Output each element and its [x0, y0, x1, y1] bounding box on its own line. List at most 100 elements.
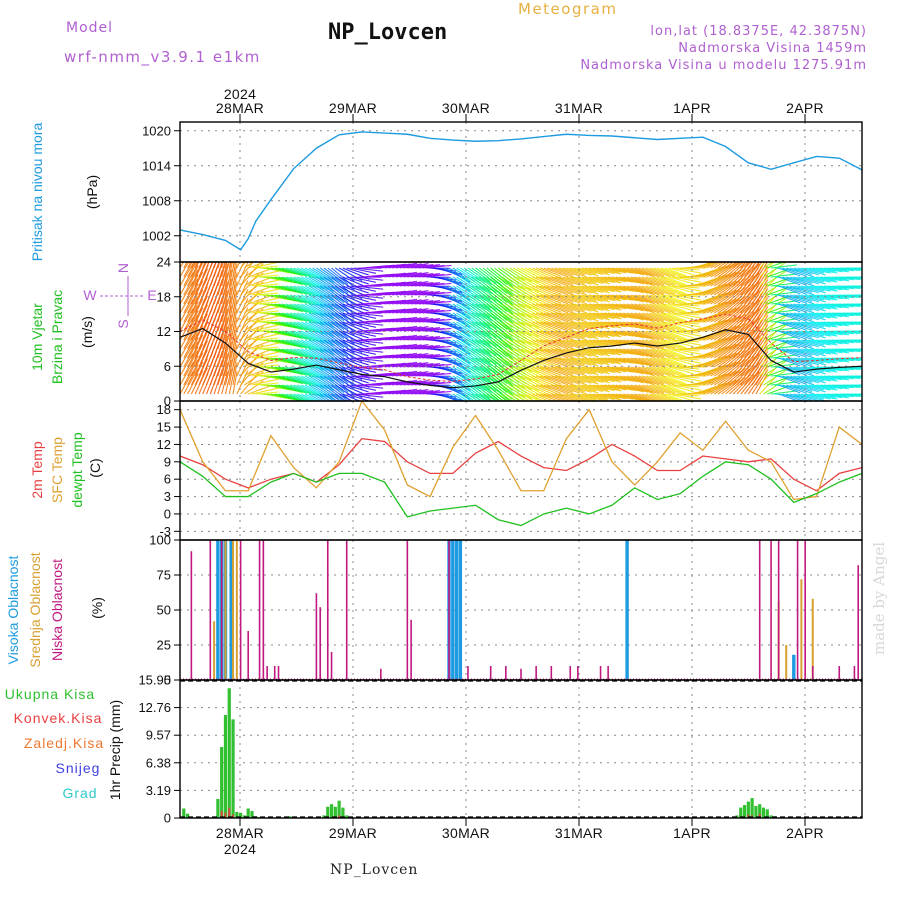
- wind-arrow: [395, 281, 422, 287]
- wind-arrow: [808, 321, 838, 328]
- wind-arrow: [592, 276, 622, 284]
- wind-arrow: [626, 267, 655, 278]
- wind-arrow: [467, 330, 493, 349]
- wind-arrow: [577, 303, 604, 311]
- wind-arrow: [248, 321, 273, 332]
- wind-arrow: [721, 298, 741, 314]
- wind-arrow: [592, 321, 622, 329]
- high-cloud-bar: [216, 540, 220, 680]
- wind-arrow: [797, 393, 826, 401]
- wind-arrow: [289, 330, 312, 341]
- wind-arrow: [732, 287, 750, 305]
- wind-arrow: [467, 357, 493, 376]
- wind-arrow: [399, 281, 429, 287]
- wind-arrow: [751, 351, 769, 377]
- wind-arrow: [786, 312, 815, 323]
- wind-arrow: [653, 321, 676, 331]
- wind-arrow: [573, 321, 597, 329]
- low-cloud-bar: [467, 666, 469, 680]
- wind-arrow: [490, 276, 514, 297]
- wind-arrow: [289, 393, 309, 401]
- wind-arrow: [187, 292, 199, 314]
- wind-arrow: [187, 319, 199, 341]
- wind-arrow: [399, 272, 429, 278]
- low-cloud-bar: [448, 540, 450, 680]
- wind-arrow: [478, 321, 503, 341]
- wind-arrow: [771, 264, 797, 269]
- wind-arrow: [535, 366, 564, 379]
- wind-arrow: [221, 362, 229, 386]
- wind-arrow: [528, 303, 550, 315]
- wind-arrow: [577, 339, 604, 347]
- wind-arrow: [623, 267, 649, 276]
- wind-arrow: [528, 276, 550, 288]
- wind-arrow: [600, 321, 627, 328]
- wind-arrow: [782, 276, 808, 286]
- wind-arrow: [509, 339, 533, 355]
- wind-arrow: [316, 393, 329, 401]
- wind-arrow: [630, 393, 653, 401]
- wind-arrow: [619, 303, 642, 311]
- wind-arrow: [224, 287, 232, 314]
- wind-arrow: [528, 267, 550, 279]
- wind-arrow: [812, 321, 836, 327]
- wind-arrow: [573, 303, 597, 311]
- total-precip-bar: [223, 715, 228, 818]
- wind-arrow: [554, 330, 580, 340]
- wind-arrow: [346, 384, 369, 393]
- wind-arrow: [573, 366, 597, 374]
- wind-arrow: [198, 262, 203, 269]
- wind-arrow: [467, 321, 493, 340]
- wind-arrow: [308, 312, 335, 328]
- wind-arrow: [570, 330, 599, 340]
- wind-arrow: [623, 321, 649, 330]
- wind-arrow: [251, 315, 281, 323]
- wind-arrow: [497, 393, 509, 401]
- x-tick-label-top: 2APR: [786, 100, 824, 116]
- wind-arrow: [566, 276, 592, 285]
- wind-arrow: [463, 384, 486, 401]
- wind-arrow: [524, 285, 552, 300]
- wind-arrow: [190, 343, 204, 368]
- wind-arrow: [478, 357, 503, 377]
- wind-arrow: [649, 294, 678, 306]
- wind-arrow: [619, 285, 642, 293]
- wind-arrow: [528, 393, 545, 401]
- wind-arrow: [554, 303, 580, 313]
- wind-arrow: [698, 321, 721, 332]
- wind-arrow: [444, 303, 471, 319]
- wind-arrow: [657, 267, 683, 278]
- wind-arrow: [573, 285, 597, 293]
- wind-arrow: [399, 344, 429, 350]
- wind-arrow: [805, 393, 831, 400]
- wind-arrow: [221, 344, 229, 368]
- low-cloud-bar: [796, 540, 799, 680]
- wind-arrow: [478, 303, 503, 323]
- wind-arrow: [570, 303, 599, 313]
- wind-arrow: [224, 262, 232, 287]
- wind-arrow: [623, 330, 649, 339]
- wind-arrow: [460, 339, 480, 354]
- wind-arrow: [308, 357, 335, 373]
- wind-arrow: [528, 321, 550, 333]
- wind-arrow: [221, 353, 229, 377]
- y-tick-label: 9: [164, 454, 171, 469]
- wind-arrow: [698, 267, 721, 278]
- wind-arrow: [535, 312, 564, 325]
- wind-arrow: [782, 285, 808, 295]
- wind-arrow: [642, 267, 665, 277]
- wind-arrow: [221, 326, 229, 350]
- wind-arrow: [232, 353, 238, 377]
- wind-arrow: [755, 373, 768, 395]
- wind-arrow: [638, 312, 666, 324]
- wind-arrow: [509, 303, 533, 319]
- wind-arrow: [535, 357, 564, 370]
- y-tick-label: 12: [157, 324, 171, 339]
- wind-arrow: [672, 348, 702, 355]
- wind-arrow: [463, 303, 486, 320]
- wind-arrow: [805, 303, 831, 310]
- wind-arrow: [755, 301, 768, 323]
- y-tick-label: 24: [157, 255, 171, 270]
- wind-arrow: [467, 348, 493, 367]
- model-elevation-label: Nadmorska Visina u modelu 1275.91m: [580, 58, 867, 73]
